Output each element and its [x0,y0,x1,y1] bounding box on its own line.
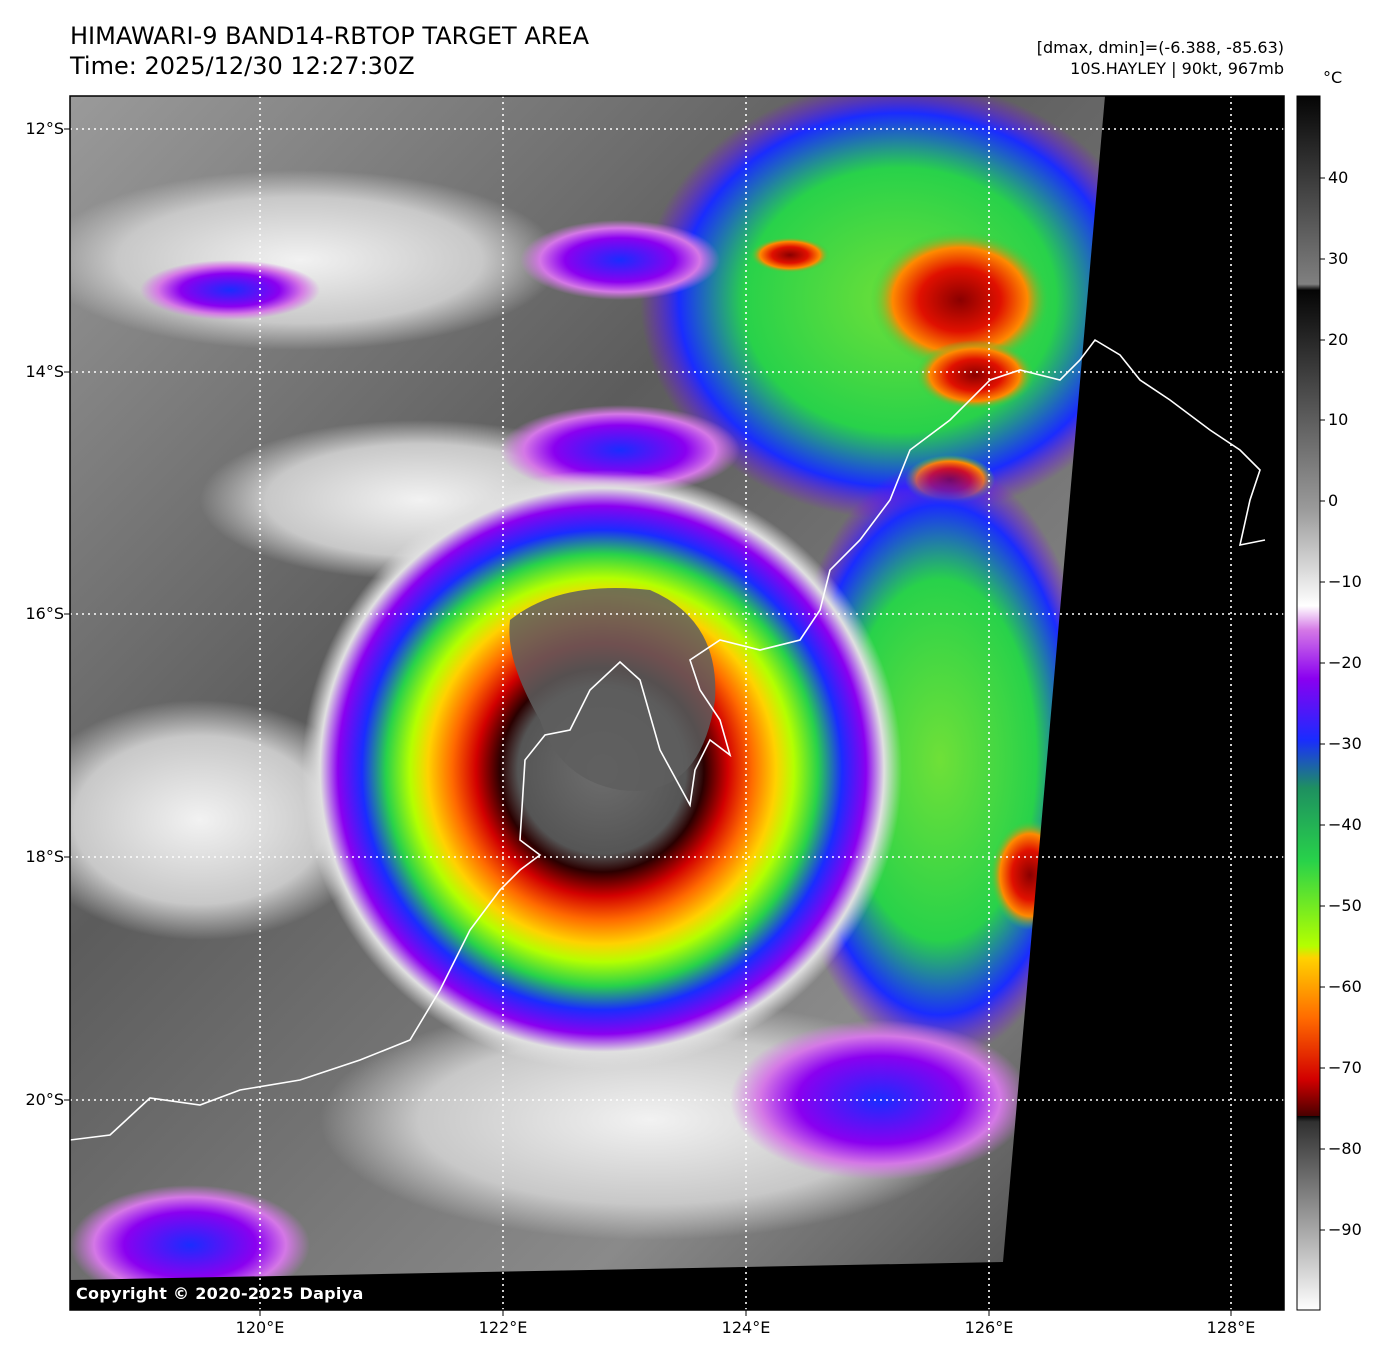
colorbar-tick-label: −60 [1328,977,1362,996]
colorbar-tick-label: −30 [1328,734,1362,753]
map-frame [69,95,1285,1311]
storm-info: 10S.HAYLEY | 90kt, 967mb [1070,59,1284,78]
colorbar-ticks [1320,177,1325,1231]
cloud-band [70,170,560,350]
cloud-cell [70,1185,310,1305]
lat-tick: 20°S [25,1090,64,1109]
colorbar-unit: °C [1323,68,1343,87]
lon-tick: 124°E [721,1318,771,1337]
lon-tick: 128°E [1206,1318,1256,1337]
colorbar-tick-label: 30 [1328,249,1349,268]
chart-title: HIMAWARI-9 BAND14-RBTOP TARGET AREA [70,22,590,50]
colorbar-tick-label: 20 [1328,330,1349,349]
colorbar-tick-label: −70 [1328,1058,1362,1077]
cold-top-small [750,237,830,273]
no-data-region [1003,96,1284,1310]
colorbar-tick-label: −20 [1328,653,1362,672]
colorbar [1296,95,1321,1311]
colorbar-tick-label: −40 [1328,815,1362,834]
lon-tick: 126°E [964,1318,1014,1337]
cyclone-cdo-core [509,588,716,791]
colorbar-tick-label: 0 [1328,491,1339,510]
colorbar-tick-label: −50 [1328,896,1362,915]
dmax-dmin-readout: [dmax, dmin]=(-6.388, -85.63) [1036,38,1284,57]
colorbar-tick-label: −90 [1328,1220,1362,1239]
cold-top-north [870,230,1050,370]
lat-tick: 18°S [25,847,64,866]
no-data-strip [70,1262,1003,1310]
lon-tick: 122°E [478,1318,528,1337]
imagery [70,96,1284,1310]
cloud-fringe [520,220,720,300]
colorbar-tick-label: −10 [1328,572,1362,591]
copyright-label: Copyright © 2020-2025 Dapiya [76,1284,364,1303]
cold-top-north-2 [915,340,1035,410]
colorbar-tick-label: 10 [1328,410,1349,429]
cloud-fringe [140,260,320,320]
colorbar-tick-label: 40 [1328,168,1349,187]
lat-tick: 12°S [25,119,64,138]
lat-tick: 16°S [25,604,64,623]
gridlines [70,96,1284,1310]
cloud-fringe [500,405,740,495]
colorbar-tick-label: −80 [1328,1139,1362,1158]
lon-tick: 120°E [235,1318,285,1337]
chart-time: Time: 2025/12/30 12:27:30Z [70,52,415,80]
tick-marks [64,128,1232,1316]
coastline [70,338,1266,1141]
lat-tick: 14°S [25,362,64,381]
